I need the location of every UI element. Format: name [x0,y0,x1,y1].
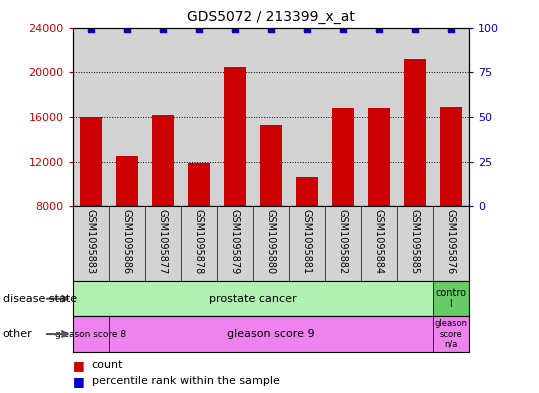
Text: GSM1095884: GSM1095884 [374,209,384,274]
Bar [188,163,210,206]
Bar [433,281,469,316]
Text: GSM1095876: GSM1095876 [446,209,456,275]
Text: gleason score 9: gleason score 9 [227,329,315,339]
Bar [73,316,109,352]
Bar [224,67,246,206]
Bar [332,108,354,206]
Bar [152,115,174,206]
Bar [368,108,390,206]
Point [122,26,131,33]
Text: GSM1095883: GSM1095883 [86,209,96,274]
Text: ■: ■ [73,375,88,388]
Bar [80,117,101,206]
Point [231,26,239,33]
Text: GSM1095880: GSM1095880 [266,209,276,274]
Point [447,26,455,33]
Point [338,26,347,33]
Point [195,26,203,33]
Text: disease state: disease state [3,294,77,304]
Bar [116,156,137,206]
Text: GSM1095882: GSM1095882 [338,209,348,275]
Bar [296,177,317,206]
Text: count: count [92,360,123,371]
Text: GSM1095877: GSM1095877 [158,209,168,275]
Bar [433,316,469,352]
Bar [440,107,462,206]
Point [158,26,167,33]
Point [86,26,95,33]
Text: contro
l: contro l [436,288,466,309]
Title: GDS5072 / 213399_x_at: GDS5072 / 213399_x_at [187,10,355,24]
Point [411,26,419,33]
Text: gleason score 8: gleason score 8 [55,330,126,338]
Text: GSM1095886: GSM1095886 [122,209,132,274]
Point [302,26,311,33]
Text: GSM1095881: GSM1095881 [302,209,312,274]
Text: GSM1095878: GSM1095878 [194,209,204,275]
Point [267,26,275,33]
Bar [260,125,282,206]
Text: ■: ■ [73,359,88,372]
Text: percentile rank within the sample: percentile rank within the sample [92,376,280,386]
Bar [109,316,433,352]
Text: gleason
score
n/a: gleason score n/a [434,319,467,349]
Text: other: other [3,329,32,339]
Text: GSM1095885: GSM1095885 [410,209,420,275]
Bar [404,59,426,206]
Text: GSM1095879: GSM1095879 [230,209,240,275]
Point [375,26,383,33]
Text: prostate cancer: prostate cancer [209,294,296,304]
